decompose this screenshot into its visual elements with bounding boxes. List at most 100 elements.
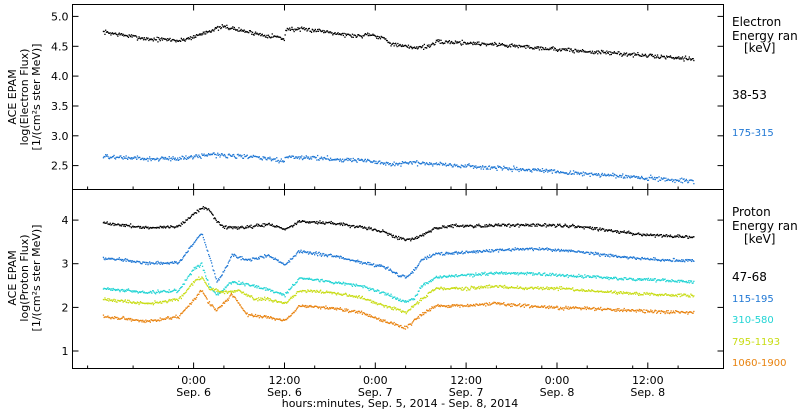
data-point: [257, 300, 259, 302]
data-point: [324, 223, 326, 225]
data-point: [190, 274, 192, 276]
data-point: [104, 156, 106, 158]
data-point: [407, 162, 409, 164]
data-point: [237, 302, 239, 304]
data-point: [513, 165, 515, 167]
data-point: [370, 227, 372, 229]
data-point: [498, 272, 500, 274]
data-point: [193, 281, 195, 284]
data-point: [376, 162, 379, 165]
data-point: [354, 159, 356, 161]
data-point: [115, 289, 117, 291]
data-point: [270, 300, 273, 302]
data-point: [672, 180, 674, 183]
data-point: [604, 51, 606, 53]
data-point: [277, 36, 279, 38]
data-point: [369, 34, 371, 37]
data-point: [384, 162, 386, 164]
data-point: [657, 56, 659, 58]
data-point: [173, 316, 176, 318]
data-point: [362, 227, 364, 229]
data-point: [174, 40, 176, 42]
data-point: [190, 38, 192, 41]
data-point: [135, 35, 137, 37]
data-point: [638, 278, 640, 281]
data-point: [173, 288, 176, 290]
proton-ytick-label: 1: [62, 345, 69, 358]
data-point: [674, 260, 676, 263]
data-point: [412, 306, 414, 308]
data-point: [435, 227, 437, 229]
data-point: [504, 45, 506, 47]
data-point: [170, 225, 173, 227]
data-point: [134, 302, 136, 304]
data-point: [122, 315, 124, 318]
data-point: [180, 297, 182, 300]
data-point: [151, 39, 153, 41]
data-point: [416, 266, 418, 269]
data-point: [294, 283, 296, 286]
data-point: [581, 276, 583, 278]
data-point: [681, 279, 683, 281]
data-point: [420, 235, 422, 237]
data-point: [591, 289, 593, 291]
data-point: [211, 153, 214, 156]
data-point: [211, 288, 214, 291]
data-point: [367, 32, 369, 34]
data-point: [266, 298, 268, 300]
data-point: [157, 302, 159, 304]
data-point: [598, 51, 600, 53]
data-point: [212, 290, 214, 292]
data-point: [215, 219, 217, 221]
data-point: [513, 273, 516, 275]
data-point: [605, 291, 607, 293]
data-point: [464, 164, 466, 166]
data-point: [377, 264, 379, 266]
data-point: [622, 177, 625, 179]
data-point: [145, 321, 148, 323]
data-point: [338, 33, 340, 36]
data-point: [336, 158, 338, 160]
data-point: [485, 273, 488, 275]
data-point: [165, 301, 167, 303]
data-point: [214, 27, 217, 29]
data-point: [295, 292, 298, 294]
data-point: [335, 159, 338, 161]
data-point: [374, 265, 376, 268]
data-point: [683, 293, 685, 295]
data-point: [263, 257, 265, 259]
data-point: [582, 289, 584, 291]
data-point: [481, 287, 483, 289]
data-point: [173, 316, 175, 318]
data-point: [447, 251, 449, 254]
data-point: [537, 47, 539, 49]
data-point: [267, 223, 269, 226]
data-point: [664, 278, 666, 280]
data-point: [472, 226, 474, 228]
data-point: [134, 291, 136, 293]
data-point: [339, 160, 341, 162]
data-point: [136, 290, 138, 293]
data-point: [524, 170, 526, 172]
data-point: [687, 181, 690, 183]
data-point: [597, 230, 600, 232]
data-point: [103, 287, 105, 289]
data-point: [410, 308, 412, 310]
data-point: [413, 269, 416, 271]
data-point: [123, 316, 125, 318]
data-point: [491, 166, 493, 168]
data-point: [451, 287, 453, 289]
data-point: [452, 275, 454, 277]
data-point: [192, 269, 194, 271]
data-point: [303, 290, 305, 292]
data-point: [594, 290, 596, 293]
data-point: [559, 223, 561, 225]
data-point: [255, 257, 257, 259]
data-point: [323, 292, 326, 294]
data-point: [136, 226, 139, 228]
data-point: [133, 319, 136, 321]
data-point: [398, 299, 401, 302]
data-point: [572, 51, 574, 53]
data-point: [117, 156, 120, 159]
data-point: [155, 227, 158, 229]
